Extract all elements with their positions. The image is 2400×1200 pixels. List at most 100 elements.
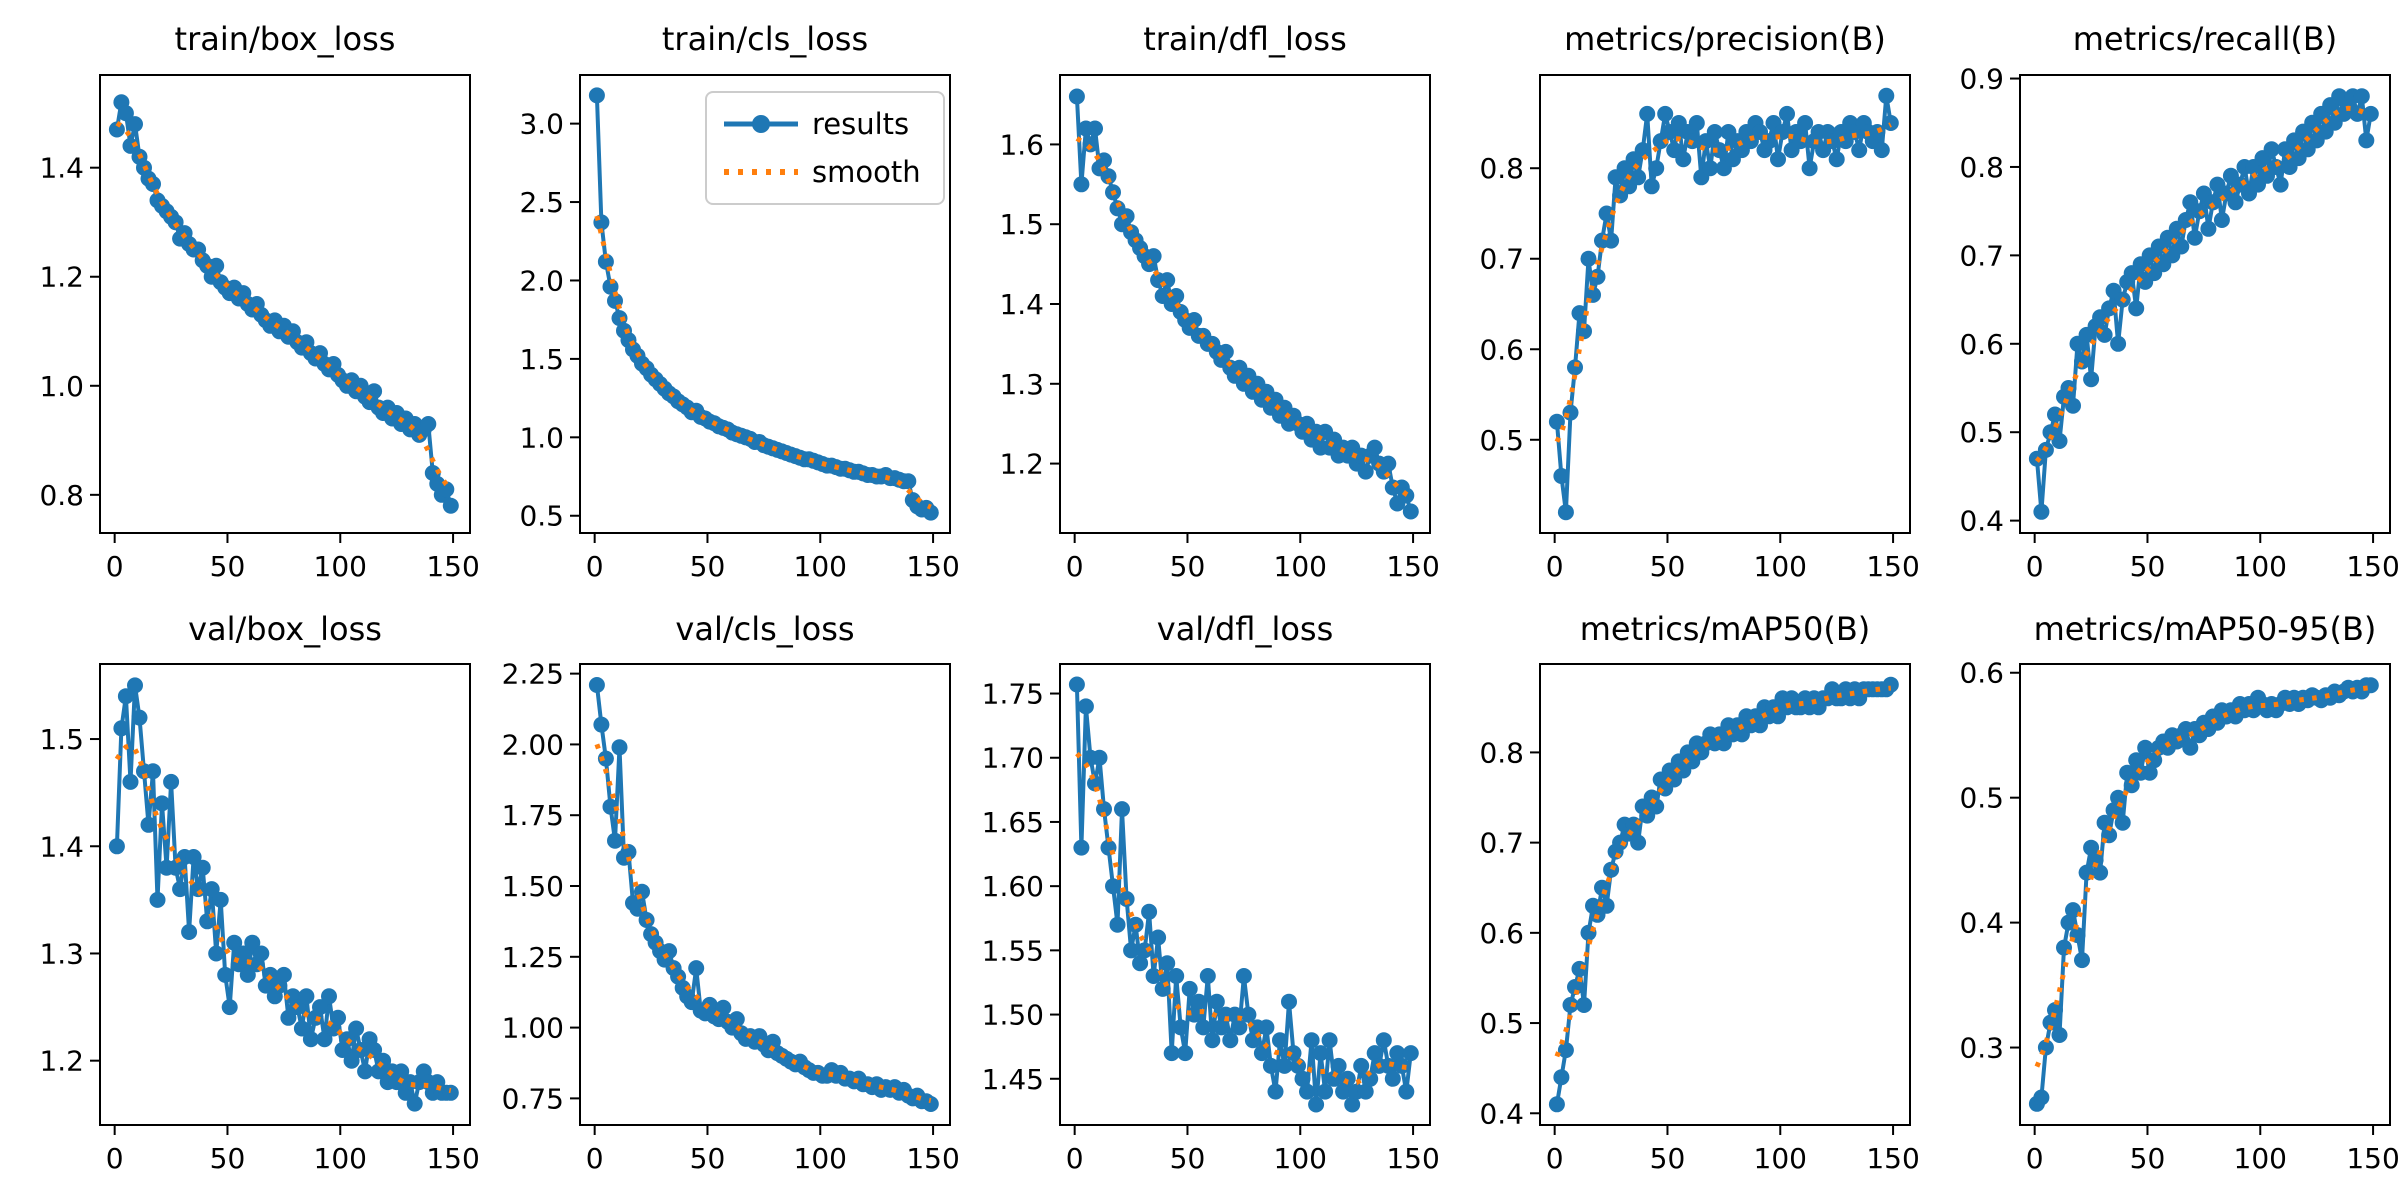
plot-data-area: [1548, 676, 1899, 1113]
x-tick-label: 0: [1546, 550, 1564, 583]
y-tick-label: 1.50: [982, 999, 1044, 1032]
chart-title: metrics/recall(B): [2073, 20, 2338, 58]
y-tick-label: 0.5: [1959, 416, 2004, 449]
chart-title: train/dfl_loss: [1143, 20, 1347, 58]
y-tick-label: 1.55: [982, 934, 1044, 967]
y-tick-label: 1.3: [39, 937, 84, 970]
y-tick-label: 1.0: [39, 370, 84, 403]
subplot-train-box-loss: train/box_loss 0.8 1.0 1.2 1.4 0 50 100 150: [0, 0, 480, 600]
y-tick-label: 1.4: [999, 288, 1044, 321]
results-markers: [1548, 87, 1899, 521]
x-tick-label: 150: [1386, 550, 1439, 583]
x-tick-label: 100: [794, 1142, 847, 1175]
y-tick-label: 0.6: [1959, 657, 2004, 690]
y-tick-label: 0.6: [1479, 333, 1524, 366]
y-tick-label: 0.6: [1959, 328, 2004, 361]
y-tick-label: 0.75: [502, 1082, 564, 1115]
plot-data-area: [588, 87, 939, 521]
chart-title: val/cls_loss: [675, 610, 854, 648]
legend-entry-results: results: [724, 107, 909, 141]
y-tick-label: 1.0: [519, 421, 564, 454]
results-marker-sample: [752, 115, 770, 133]
plot-frame: [2019, 74, 2391, 534]
plot-data-area: [108, 677, 459, 1112]
subplot-background: [1920, 0, 2400, 600]
y-tick-label: 1.70: [982, 742, 1044, 775]
x-tick-label: 50: [1170, 1142, 1206, 1175]
y-tick-label: 0.5: [1959, 782, 2004, 815]
y-tick-label: 0.8: [1959, 151, 2004, 184]
plot-data-area: [2028, 88, 2379, 520]
chart-val-cls-loss: val/cls_loss 0.75 1.00 1.25 1.50 1.75 2.00 2.25…: [480, 600, 960, 1200]
subplot-background: [1440, 0, 1920, 600]
x-tick-label: 0: [1546, 1142, 1564, 1175]
y-tick-label: 0.5: [1479, 1007, 1524, 1040]
chart-train-cls-loss: train/cls_loss 0.5 1.0 1.5 2.0 2.5 3.0 0 50 100 15…: [480, 0, 960, 600]
plot-data-area: [2028, 677, 2379, 1112]
y-tick-label: 2.00: [502, 728, 564, 761]
y-tick-label: 1.50: [502, 870, 564, 903]
x-tick-label: 150: [426, 1142, 479, 1175]
chart-val-dfl-loss: val/dfl_loss 1.45 1.50 1.55 1.60 1.65 1.70 1.75…: [960, 600, 1440, 1200]
x-tick-label: 50: [2130, 1142, 2166, 1175]
y-tick-label: 0.8: [1479, 736, 1524, 769]
legend-label-smooth: smooth: [812, 155, 921, 189]
chart-title: val/box_loss: [188, 610, 382, 648]
y-tick-label: 0.8: [39, 479, 84, 512]
x-tick-label: 100: [1274, 550, 1327, 583]
subplot-val-box-loss: val/box_loss 1.2 1.3 1.4 1.5 0 50 100 150: [0, 600, 480, 1200]
x-tick-label: 100: [2234, 550, 2287, 583]
y-tick-label: 1.2: [39, 1045, 84, 1078]
y-tick-label: 1.4: [39, 152, 84, 185]
x-tick-label: 150: [2346, 1142, 2399, 1175]
smooth-line: [2034, 105, 2372, 463]
x-tick-label: 50: [1170, 550, 1206, 583]
y-tick-label: 1.3: [999, 368, 1044, 401]
smooth-line: [1554, 685, 1892, 1058]
subplot-metrics-precision-b: metrics/precision(B) 0.5 0.6 0.7 0.8 0 50 100 15…: [1440, 0, 1920, 600]
y-tick-label: 1.6: [999, 128, 1044, 161]
results-markers: [1068, 676, 1419, 1113]
y-tick-label: 0.5: [1479, 424, 1524, 457]
x-tick-label: 100: [1274, 1142, 1327, 1175]
x-tick-label: 50: [1650, 550, 1686, 583]
y-tick-label: 1.5: [519, 343, 564, 376]
smooth-line: [2034, 685, 2372, 1068]
y-tick-label: 1.60: [982, 870, 1044, 903]
x-tick-label: 0: [586, 1142, 604, 1175]
y-tick-label: 1.2: [39, 261, 84, 294]
y-tick-label: 0.9: [1959, 63, 2004, 96]
chart-title: val/dfl_loss: [1157, 610, 1334, 648]
x-tick-label: 100: [314, 1142, 367, 1175]
subplot-val-dfl-loss: val/dfl_loss 1.45 1.50 1.55 1.60 1.65 1.70 1.75…: [960, 600, 1440, 1200]
subplot-background: [960, 600, 1440, 1200]
y-tick-label: 2.5: [519, 186, 564, 219]
x-tick-label: 150: [906, 550, 959, 583]
x-tick-label: 50: [210, 1142, 246, 1175]
y-tick-label: 0.4: [1479, 1097, 1524, 1130]
chart-title: train/cls_loss: [662, 20, 868, 58]
subplot-background: [0, 600, 480, 1200]
plot-frame: [1059, 74, 1431, 534]
subplot-metrics-map50-95-b: metrics/mAP50-95(B) 0.3 0.4 0.5 0.6 0 50 100 150: [1920, 600, 2400, 1200]
y-tick-label: 1.45: [982, 1063, 1044, 1096]
plot-data-area: [1068, 88, 1419, 520]
plot-data-area: [588, 677, 939, 1112]
x-tick-label: 0: [106, 550, 124, 583]
smooth-line: [594, 743, 932, 1104]
subplot-background: [480, 600, 960, 1200]
plot-data-area: [1548, 87, 1899, 521]
y-tick-label: 2.25: [502, 658, 564, 691]
plot-data-area: [1068, 676, 1419, 1113]
y-tick-label: 1.00: [502, 1012, 564, 1045]
y-tick-label: 1.5: [999, 208, 1044, 241]
plot-frame: [1539, 663, 1911, 1126]
y-tick-label: 0.8: [1479, 152, 1524, 185]
y-tick-label: 0.3: [1959, 1032, 2004, 1065]
x-tick-label: 0: [1066, 1142, 1084, 1175]
x-tick-label: 0: [2026, 1142, 2044, 1175]
x-tick-label: 100: [1754, 1142, 1807, 1175]
y-tick-label: 0.4: [1959, 505, 2004, 538]
chart-title: metrics/mAP50(B): [1580, 610, 1871, 648]
